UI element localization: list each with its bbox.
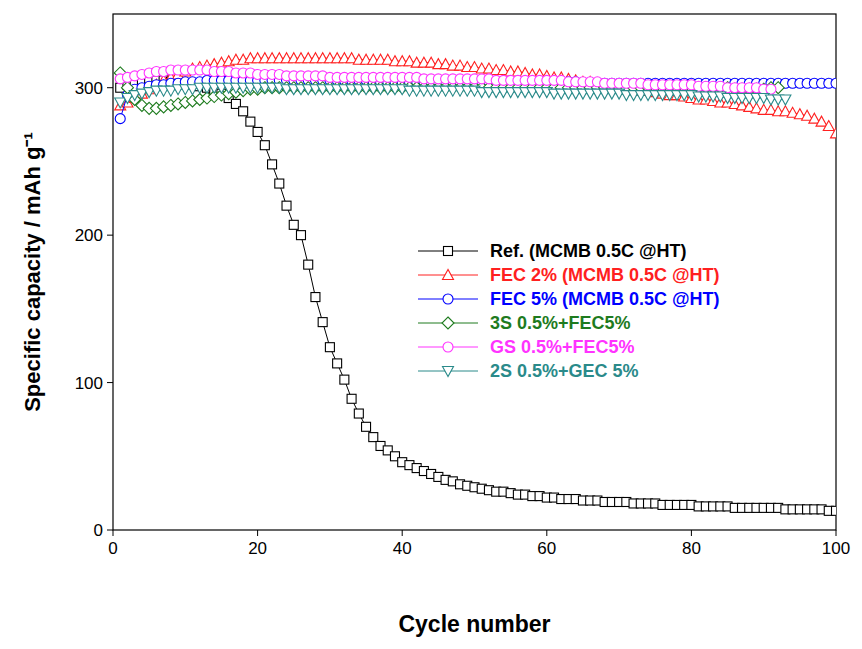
data-point	[831, 128, 837, 138]
data-point	[268, 160, 277, 169]
series-line	[120, 73, 778, 108]
data-point	[304, 260, 313, 269]
x-tick-label: 0	[108, 539, 117, 558]
y-tick-label: 0	[94, 521, 103, 540]
legend-label: Ref. (MCMB 0.5C @HT)	[490, 241, 687, 261]
series	[115, 83, 791, 108]
data-point	[780, 95, 791, 105]
data-point	[282, 201, 291, 210]
data-point	[246, 117, 255, 126]
y-tick	[107, 530, 113, 531]
x-tick	[113, 530, 114, 536]
legend-label: 3S 0.5%+FEC5%	[490, 313, 631, 333]
legend-label: 2S 0.5%+GEC 5%	[490, 361, 639, 381]
y-tick-label: 100	[75, 374, 103, 393]
legend-label: GS 0.5%+FEC5%	[490, 337, 635, 357]
data-point	[296, 231, 305, 240]
legend-marker	[443, 342, 453, 352]
data-point	[115, 98, 126, 108]
series-line	[120, 80, 836, 510]
x-tick-label: 60	[537, 539, 556, 558]
x-tick-label: 40	[393, 539, 412, 558]
y-tick	[107, 87, 113, 88]
plot-area	[114, 53, 836, 516]
series	[114, 67, 784, 114]
data-point	[765, 82, 777, 94]
y-tick-label: 300	[75, 79, 103, 98]
data-point	[333, 359, 342, 368]
legend-marker	[443, 367, 454, 377]
data-point	[325, 343, 334, 352]
legend-marker	[444, 247, 453, 256]
data-point	[823, 121, 834, 131]
series-line	[120, 80, 836, 118]
x-tick	[691, 530, 692, 536]
data-point	[260, 141, 269, 150]
data-point	[275, 179, 284, 188]
series	[115, 53, 836, 138]
legend-marker	[442, 317, 454, 329]
data-point	[318, 318, 327, 327]
data-point	[253, 127, 262, 136]
x-tick	[257, 530, 258, 536]
data-point	[289, 220, 298, 229]
data-point	[831, 78, 836, 88]
series	[116, 76, 836, 515]
x-tick-label: 100	[822, 539, 850, 558]
data-point	[115, 114, 125, 124]
legend: Ref. (MCMB 0.5C @HT) FEC 2% (MCMB 0.5C @H…	[418, 241, 720, 381]
data-point	[766, 84, 776, 94]
data-point	[354, 409, 363, 418]
data-point	[340, 375, 349, 384]
legend-marker	[443, 294, 453, 304]
data-point	[362, 422, 371, 431]
x-tick	[402, 530, 403, 536]
y-tick	[107, 235, 113, 236]
series-line	[120, 58, 836, 133]
chart: 0 20 40 60 80 100 0 100 200 300 Cycle number Specif…	[0, 0, 862, 649]
x-tick	[836, 530, 837, 536]
y-tick	[107, 382, 113, 383]
x-tick	[546, 530, 547, 536]
data-point	[832, 506, 837, 515]
data-point	[347, 394, 356, 403]
y-axis-label: Specific capacity / mAh g⁻¹	[20, 132, 45, 412]
legend-marker	[443, 270, 454, 280]
legend-label: FEC 5% (MCMB 0.5C @HT)	[490, 289, 720, 309]
data-point	[311, 293, 320, 302]
plot-frame	[113, 14, 836, 530]
data-point	[816, 116, 827, 126]
data-point	[369, 433, 378, 442]
x-tick-label: 20	[248, 539, 267, 558]
y-tick-label: 200	[75, 226, 103, 245]
x-axis-label: Cycle number	[398, 611, 550, 637]
data-point	[239, 107, 248, 116]
legend-label: FEC 2% (MCMB 0.5C @HT)	[490, 265, 720, 285]
x-tick-label: 80	[682, 539, 701, 558]
